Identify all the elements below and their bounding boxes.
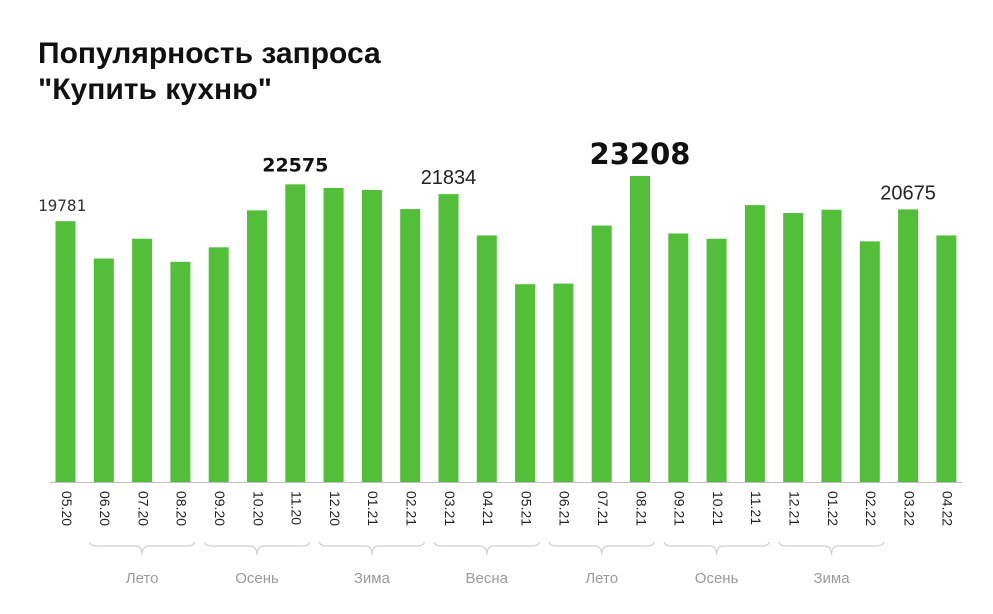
bar-03.22 xyxy=(898,209,919,482)
bar-01.21 xyxy=(361,189,382,483)
x-tick-label: 10.20 xyxy=(250,491,266,526)
x-tick-label: 12.20 xyxy=(327,491,343,526)
chart-title: Популярность запроса "Купить кухню" xyxy=(38,36,381,108)
bar-02.22 xyxy=(859,241,880,482)
season-label: Лето xyxy=(126,570,159,587)
x-tick-label: 07.21 xyxy=(595,491,611,526)
bar-11.21 xyxy=(744,205,765,482)
bar-05.21 xyxy=(515,284,536,482)
season-brace xyxy=(204,541,310,556)
season-label: Зима xyxy=(354,570,391,587)
x-tick-label: 12.21 xyxy=(786,491,802,526)
x-tick-label: 08.20 xyxy=(174,491,190,526)
x-tick-label: 09.21 xyxy=(672,491,688,526)
x-tick-label: 03.22 xyxy=(901,491,917,526)
bar-10.21 xyxy=(706,238,727,482)
x-tick-labels: 05.20 06.20 07.20 08.20 09.20 10.20 11.20 12.20… xyxy=(59,491,956,526)
x-tick-label: 02.22 xyxy=(863,491,879,526)
x-tick-label: 06.21 xyxy=(557,491,573,526)
value-label-11.20: 22575 xyxy=(262,154,328,176)
season-label: Осень xyxy=(695,570,739,587)
bar-06.21 xyxy=(553,283,574,482)
bar-01.22 xyxy=(821,209,842,482)
bar-08.21 xyxy=(630,176,650,482)
season-brace xyxy=(663,541,770,556)
x-tick-label: 08.21 xyxy=(633,491,649,526)
bar-07.21 xyxy=(591,225,612,483)
season-brace xyxy=(319,541,425,556)
bar-11.20 xyxy=(285,184,306,482)
bar-05.20 xyxy=(55,221,76,482)
x-tick-label: 02.21 xyxy=(403,491,419,526)
x-tick-label: 10.21 xyxy=(710,491,726,526)
bars-group xyxy=(55,176,957,483)
bar-04.22 xyxy=(936,235,957,482)
x-tick-label: 01.21 xyxy=(365,491,381,526)
x-tick-label: 07.20 xyxy=(135,491,151,526)
value-label-08.21: 23208 xyxy=(590,137,691,171)
season-brace xyxy=(89,541,195,556)
season-label: Осень xyxy=(235,570,279,587)
x-tick-label: 06.20 xyxy=(97,491,113,526)
season-brace xyxy=(548,541,655,556)
value-labels: 19781 22575 21834 23208 20675 xyxy=(38,137,936,215)
bar-03.21 xyxy=(438,194,459,482)
bar-09.20 xyxy=(208,247,229,482)
season-label: Зима xyxy=(813,570,850,587)
season-label: Весна xyxy=(466,570,509,587)
season-label: Лето xyxy=(585,570,618,587)
x-tick-label: 05.20 xyxy=(59,491,75,526)
value-label-03.21: 21834 xyxy=(421,167,477,189)
x-tick-label: 05.21 xyxy=(518,491,534,526)
x-tick-label: 04.21 xyxy=(480,491,496,526)
bar-12.20 xyxy=(323,187,344,482)
chart-title-line-1: Популярность запроса xyxy=(38,37,381,70)
x-tick-label: 01.22 xyxy=(825,491,841,526)
bar-10.20 xyxy=(247,210,267,482)
x-tick-label: 11.21 xyxy=(748,491,764,525)
season-brace xyxy=(778,541,885,556)
bar-02.21 xyxy=(400,209,421,483)
bar-07.20 xyxy=(132,238,153,482)
season-groups: Лето Осень Зима Весна Лето Осень Зима xyxy=(89,541,885,587)
bar-12.21 xyxy=(783,213,804,482)
x-tick-label: 11.20 xyxy=(289,491,305,525)
bar-04.21 xyxy=(476,235,497,482)
x-tick-label: 03.21 xyxy=(442,491,458,526)
bar-08.20 xyxy=(170,261,191,482)
x-tick-label: 04.22 xyxy=(940,491,956,526)
bar-06.20 xyxy=(93,258,114,482)
value-label-05.20: 19781 xyxy=(38,196,86,215)
x-tick-label: 09.20 xyxy=(212,491,228,526)
bar-09.21 xyxy=(668,233,689,482)
value-label-03.22: 20675 xyxy=(880,182,936,204)
season-brace xyxy=(433,541,540,556)
chart-title-line-2: "Купить кухню" xyxy=(38,73,272,106)
